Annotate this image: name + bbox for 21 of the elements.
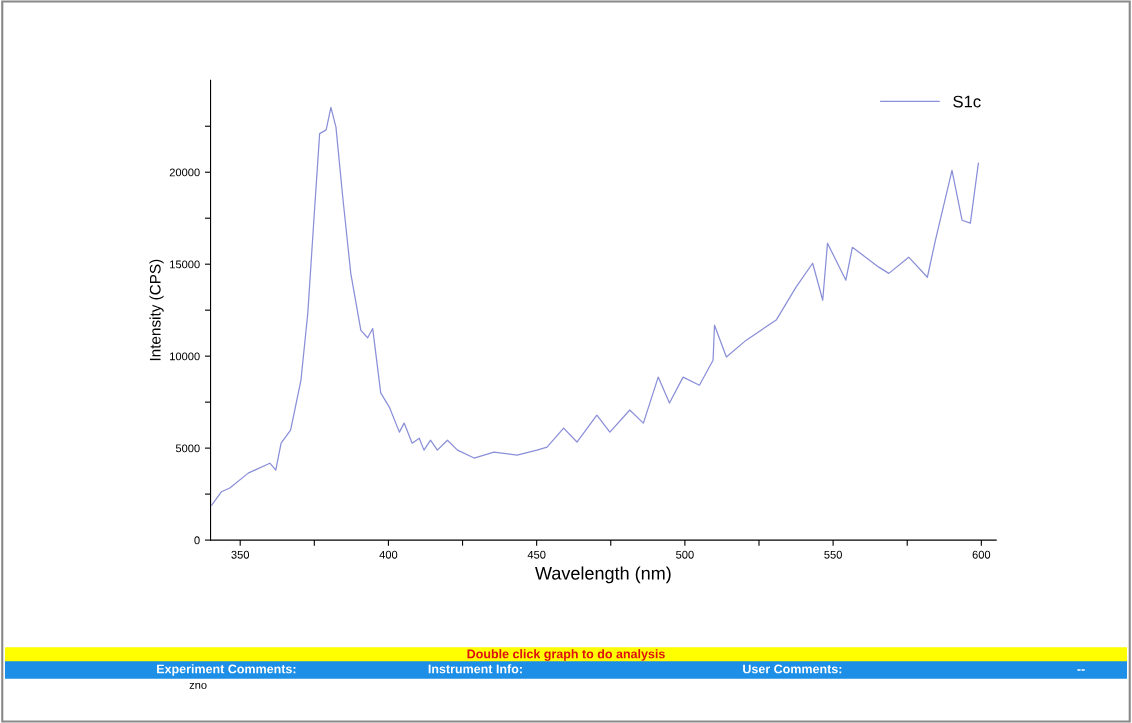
x-axis-title: Wavelength (nm) bbox=[535, 566, 671, 584]
x-tick-label: 450 bbox=[527, 550, 546, 559]
y-tick-label: 0 bbox=[194, 536, 200, 545]
y-tick-label: 20000 bbox=[169, 168, 200, 177]
y-axis-title: Intensity (CPS) bbox=[149, 259, 164, 361]
x-tick-label: 600 bbox=[972, 550, 991, 559]
text: zno bbox=[189, 682, 207, 689]
y-tick-label: 10000 bbox=[170, 352, 200, 361]
text: Instrument Info: bbox=[428, 664, 522, 674]
text: -- bbox=[1077, 669, 1085, 671]
text: Double click graph to do analysis bbox=[467, 649, 665, 661]
x-tick-label: 500 bbox=[676, 550, 694, 559]
text: User Comments: bbox=[743, 664, 842, 674]
x-tick-label: 400 bbox=[379, 550, 398, 559]
text: Experiment Comments: bbox=[157, 664, 296, 676]
legend-label: S1c bbox=[953, 95, 981, 108]
x-tick-label: 350 bbox=[231, 550, 250, 559]
y-tick-label: 5000 bbox=[175, 444, 200, 453]
line-series bbox=[211, 106, 979, 506]
y-tick-label: 15000 bbox=[170, 260, 200, 269]
x-tick-label: 550 bbox=[824, 550, 842, 559]
